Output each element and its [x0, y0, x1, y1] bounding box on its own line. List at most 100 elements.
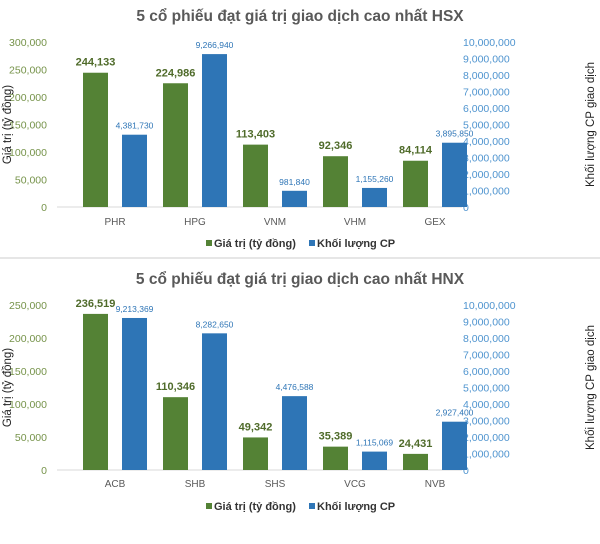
data-label-volume: 2,927,400: [436, 408, 474, 418]
data-label-volume: 1,115,069: [356, 438, 393, 448]
chart-title: 5 cổ phiếu đạt giá trị giao dịch cao nhấ…: [136, 271, 465, 288]
legend-label-value: Giá trị (tỷ đồng): [214, 238, 296, 250]
left-tick-label: 250,000: [9, 300, 47, 312]
right-tick-label: 8,000,000: [463, 333, 510, 345]
legend-label-volume: Khối lượng CP: [317, 501, 395, 513]
left-tick-label: 300,000: [9, 37, 47, 49]
right-tick-label: 0: [463, 202, 469, 214]
right-axis-title: Khối lượng CP giao dịch: [585, 325, 597, 450]
bar-value-NVB: [403, 453, 428, 470]
bar-value-GEX: [403, 160, 428, 207]
bar-value-SHB: [163, 397, 188, 470]
data-label-value: 92,346: [319, 140, 353, 152]
right-axis-title: Khối lượng CP giao dịch: [585, 62, 597, 187]
data-label-volume: 9,213,369: [116, 304, 154, 314]
right-tick-label: 10,000,000: [463, 300, 516, 312]
left-tick-label: 100,000: [9, 399, 47, 411]
left-tick-label: 50,000: [15, 175, 47, 187]
data-label-value: 49,342: [239, 421, 273, 433]
left-axis-title: Giá trị (tỷ đồng): [2, 85, 14, 164]
data-label-value: 244,133: [76, 57, 116, 69]
category-label: VHM: [344, 217, 366, 228]
data-label-volume: 1,155,260: [356, 174, 394, 184]
bar-volume-PHR: [122, 134, 147, 207]
right-tick-label: 9,000,000: [463, 54, 510, 66]
category-label: GEX: [424, 217, 445, 228]
category-label: PHR: [104, 217, 125, 228]
data-label-volume: 3,895,850: [436, 129, 474, 139]
data-label-value: 24,431: [399, 438, 433, 450]
bar-value-VCG: [323, 446, 348, 470]
left-tick-label: 0: [41, 465, 47, 477]
data-label-value: 236,519: [76, 298, 116, 310]
left-tick-label: 100,000: [9, 147, 47, 159]
data-label-value: 224,986: [156, 67, 196, 79]
bar-value-VNM: [243, 144, 268, 207]
left-tick-label: 0: [41, 202, 47, 214]
data-label-volume: 981,840: [279, 177, 310, 187]
category-label: NVB: [425, 479, 446, 490]
data-label-volume: 4,381,730: [116, 121, 154, 131]
left-tick-label: 150,000: [9, 120, 47, 132]
bar-volume-SHB: [202, 333, 227, 470]
chart-0: 5 cổ phiếu đạt giá trị giao dịch cao nhấ…: [2, 8, 597, 250]
right-tick-label: 9,000,000: [463, 317, 510, 329]
left-tick-label: 50,000: [15, 432, 47, 444]
right-tick-label: 3,000,000: [463, 416, 510, 428]
category-label: HPG: [184, 217, 206, 228]
legend-label-volume: Khối lượng CP: [317, 238, 395, 250]
chart-1: 5 cổ phiếu đạt giá trị giao dịch cao nhấ…: [2, 271, 597, 513]
legend-swatch-volume: [309, 240, 315, 246]
legend: Giá trị (tỷ đồng) Khối lượng CP: [206, 238, 395, 250]
right-tick-label: 3,000,000: [463, 153, 510, 165]
legend-label-value: Giá trị (tỷ đồng): [214, 501, 296, 513]
chart-title: 5 cổ phiếu đạt giá trị giao dịch cao nhấ…: [136, 8, 464, 25]
bar-volume-NVB: [442, 421, 467, 470]
right-tick-label: 10,000,000: [463, 37, 516, 49]
data-label-volume: 4,476,588: [276, 382, 314, 392]
data-label-value: 110,346: [156, 381, 195, 393]
category-label: SHB: [185, 479, 206, 490]
right-tick-label: 5,000,000: [463, 383, 510, 395]
bar-volume-VHM: [362, 187, 387, 207]
category-label: ACB: [105, 479, 126, 490]
right-tick-label: 2,000,000: [463, 432, 510, 444]
bar-volume-ACB: [122, 317, 147, 470]
data-label-value: 84,114: [399, 145, 433, 157]
data-label-value: 113,403: [236, 129, 275, 141]
right-tick-label: 1,000,000: [463, 449, 510, 461]
bar-value-ACB: [83, 313, 108, 470]
right-tick-label: 6,000,000: [463, 103, 510, 115]
bar-volume-VCG: [362, 451, 387, 470]
data-label-volume: 8,282,650: [196, 319, 234, 329]
legend: Giá trị (tỷ đồng) Khối lượng CP: [206, 501, 395, 513]
data-label-volume: 9,266,940: [196, 40, 234, 50]
bar-value-SHS: [243, 437, 268, 470]
category-label: SHS: [265, 479, 286, 490]
left-tick-label: 200,000: [9, 92, 47, 104]
bar-volume-HPG: [202, 54, 227, 207]
legend-swatch-volume: [309, 503, 315, 509]
left-tick-label: 200,000: [9, 333, 47, 345]
right-tick-label: 2,000,000: [463, 169, 510, 181]
bar-volume-GEX: [442, 142, 467, 207]
right-tick-label: 4,000,000: [463, 399, 510, 411]
category-label: VCG: [344, 479, 366, 490]
bar-value-HPG: [163, 83, 188, 207]
legend-swatch-value: [206, 240, 212, 246]
right-tick-label: 7,000,000: [463, 350, 510, 362]
bar-volume-VNM: [282, 190, 307, 207]
category-label: VNM: [264, 217, 286, 228]
right-tick-label: 8,000,000: [463, 70, 510, 82]
bar-value-VHM: [323, 156, 348, 207]
data-label-value: 35,389: [319, 431, 353, 443]
right-tick-label: 1,000,000: [463, 186, 510, 198]
bar-volume-SHS: [282, 396, 307, 470]
bar-value-PHR: [83, 72, 108, 207]
right-tick-label: 0: [463, 465, 469, 477]
left-tick-label: 150,000: [9, 366, 47, 378]
right-tick-label: 7,000,000: [463, 87, 510, 99]
left-axis-title: Giá trị (tỷ đồng): [2, 348, 14, 427]
legend-swatch-value: [206, 503, 212, 509]
